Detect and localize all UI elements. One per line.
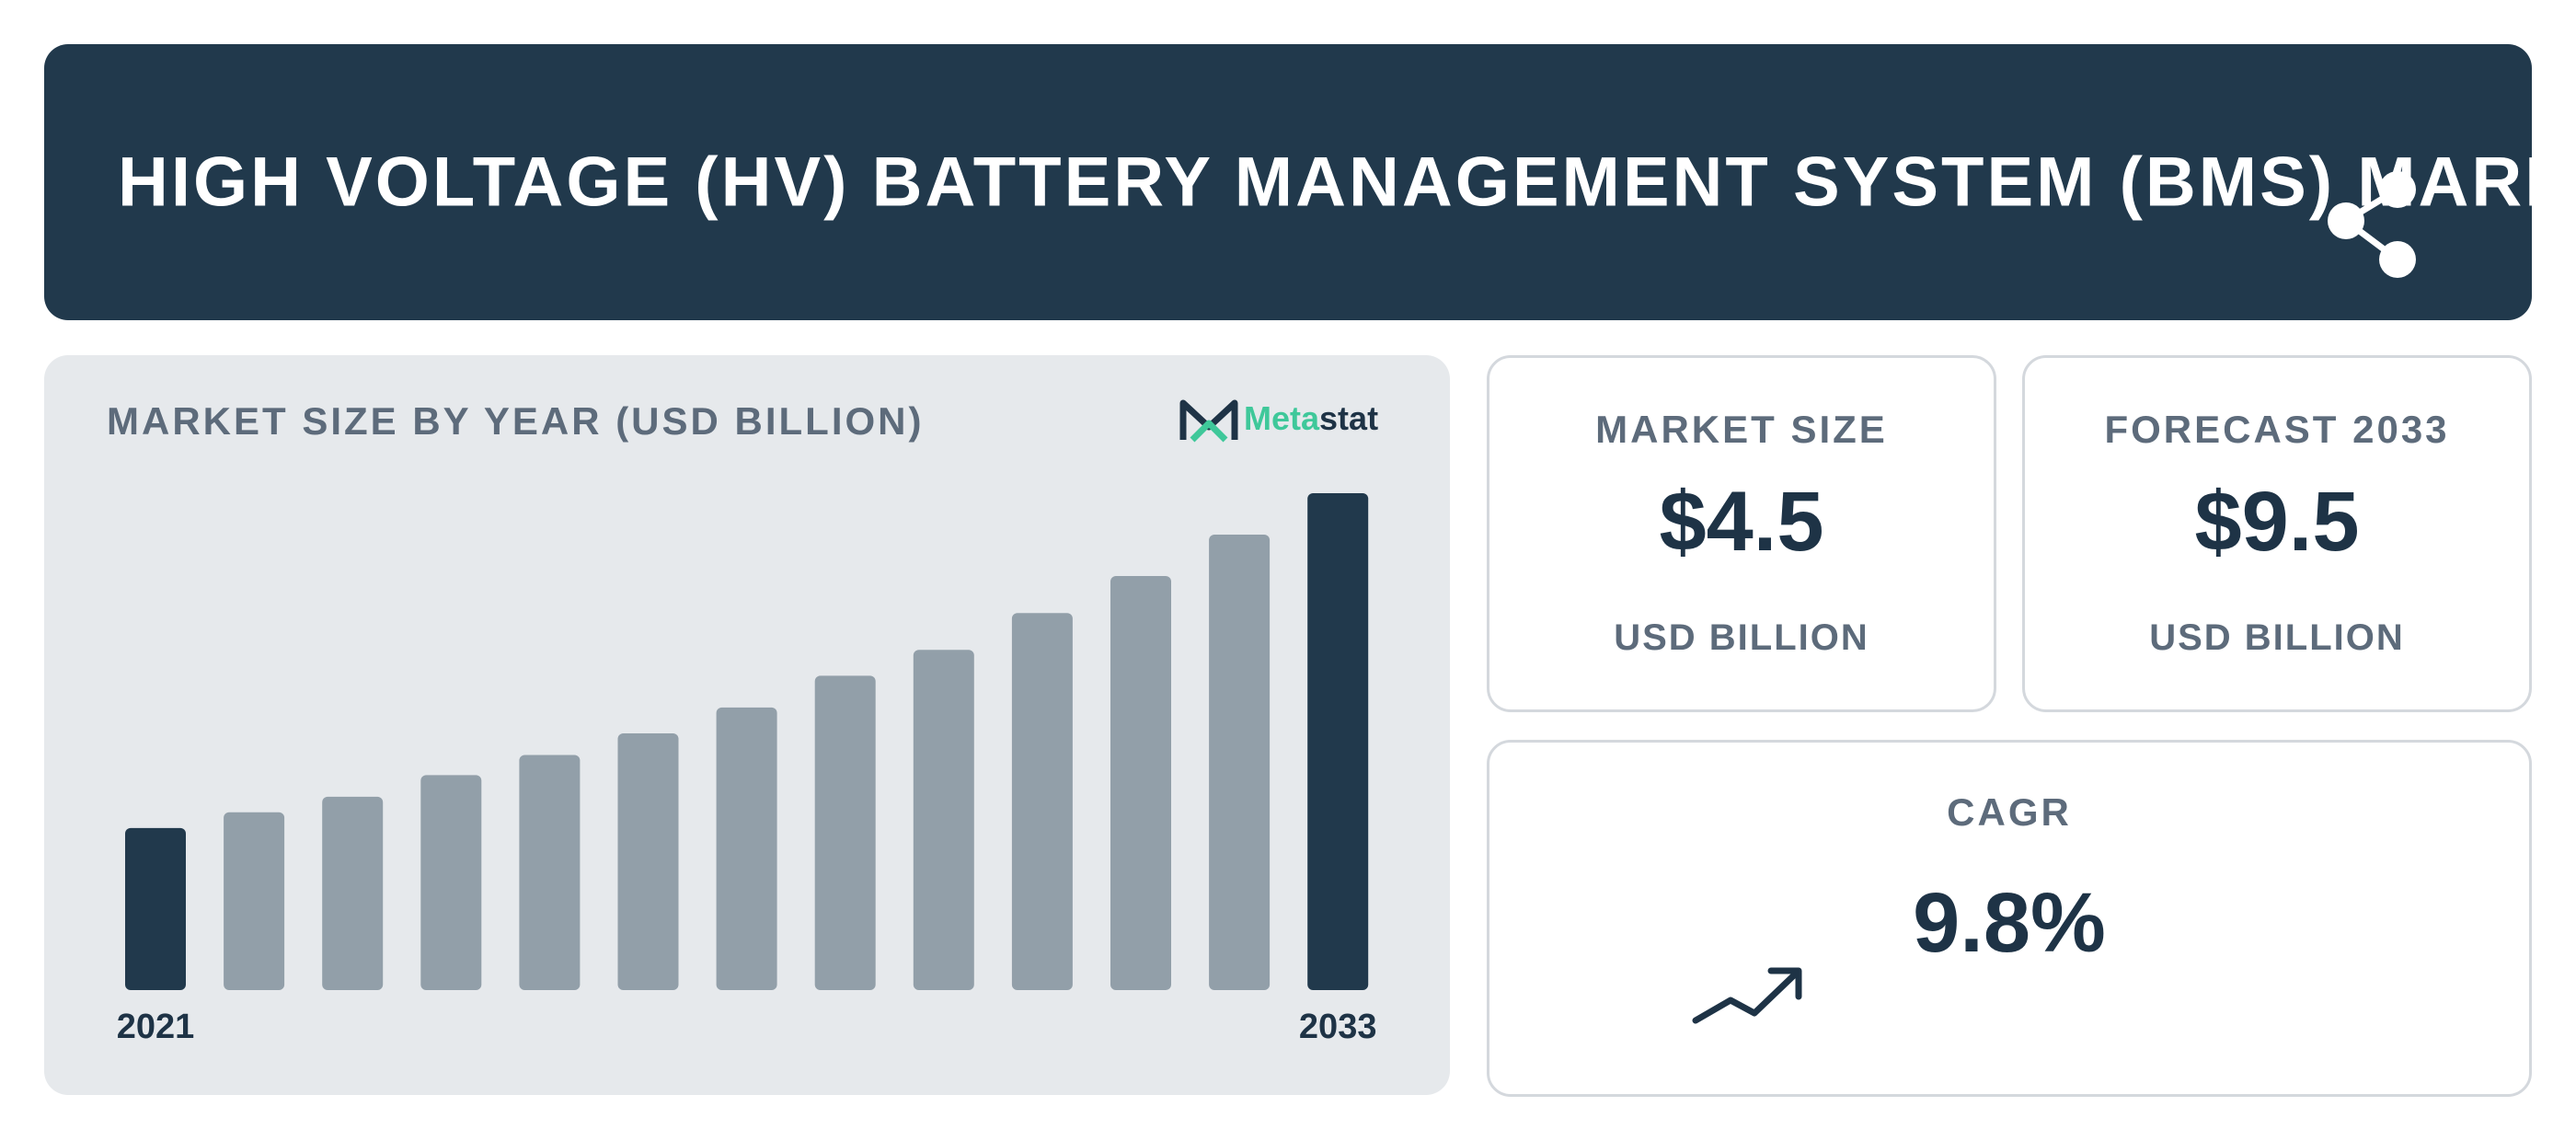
bar-chart: 2021 2033 (117, 493, 1377, 1046)
trend-up-icon (1692, 967, 1802, 1024)
chart-title: MARKET SIZE BY YEAR (USD BILLION) (107, 399, 925, 443)
market-size-label: MARKET SIZE (1595, 408, 1888, 451)
market-size-unit: USD BILLION (1614, 617, 1869, 658)
metastat-logo-icon (1179, 399, 1238, 443)
forecast-unit: USD BILLION (2149, 617, 2405, 658)
metastat-logo-text: Metastat (1244, 399, 1379, 437)
metastat-logo: Metastat (1179, 396, 1409, 451)
bar-2026 (617, 733, 679, 990)
forecast-card: FORECAST 2033 $9.5 USD BILLION (2022, 355, 2532, 712)
x-tick-label-2033: 2033 (1299, 1008, 1377, 1046)
forecast-label: FORECAST 2033 (2104, 408, 2450, 451)
bar-2021 (125, 827, 186, 990)
bar-2025 (519, 755, 581, 990)
bar-2024 (420, 775, 482, 990)
bar-2032 (1209, 535, 1271, 990)
cagr-value: 9.8% (1913, 876, 2106, 970)
forecast-value: $9.5 (2194, 475, 2360, 569)
bar-2028 (814, 675, 876, 990)
bar-2023 (322, 796, 384, 990)
cagr-card: CAGR 9.8% (1487, 740, 2532, 1097)
cagr-label: CAGR (1947, 790, 2072, 834)
bar-2031 (1110, 576, 1171, 990)
bar-2029 (913, 650, 974, 990)
page-title: HIGH VOLTAGE (HV) BATTERY MANAGEMENT SYS… (118, 143, 2532, 222)
x-tick-label-2021: 2021 (117, 1008, 195, 1046)
bar-2022 (224, 812, 285, 990)
header-banner: HIGH VOLTAGE (HV) BATTERY MANAGEMENT SYS… (44, 44, 2532, 320)
market-size-value: $4.5 (1659, 475, 1824, 569)
bar-2030 (1011, 613, 1073, 990)
bar-2027 (716, 707, 777, 990)
share-icon[interactable] (2326, 164, 2427, 283)
market-size-chart-card: 2021 2033 MARKET SIZE BY YEAR (USD BILLIO… (44, 355, 1450, 1095)
bar-2033 (1307, 493, 1369, 990)
market-size-card: MARKET SIZE $4.5 USD BILLION (1487, 355, 1996, 712)
